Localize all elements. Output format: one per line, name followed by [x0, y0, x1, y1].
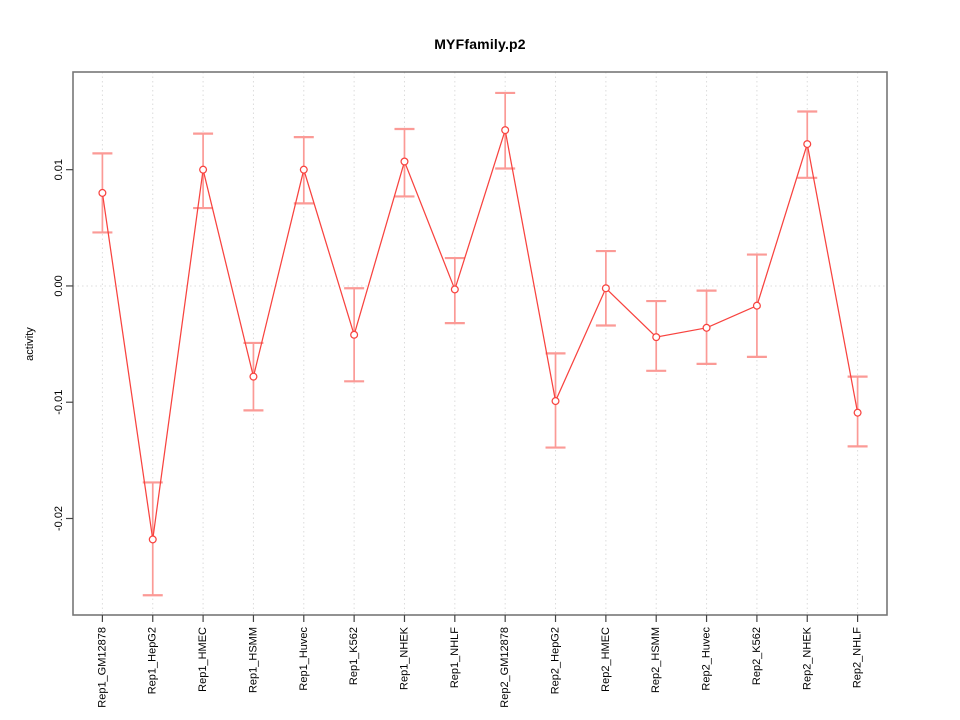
data-point [400, 157, 409, 166]
data-point [299, 165, 308, 174]
x-tick-label: Rep2_HSMM [650, 627, 662, 693]
x-tick-label: Rep1_NHEK [398, 626, 410, 690]
data-point [249, 372, 258, 381]
x-tick-label: Rep2_HMEC [600, 627, 612, 692]
data-point [350, 330, 359, 339]
x-tick-label: Rep1_K562 [348, 627, 360, 685]
data-point [199, 165, 208, 174]
data-point [98, 188, 107, 197]
x-tick-label: Rep2_GM12878 [499, 627, 511, 708]
series-line [101, 129, 859, 540]
y-tick-label: 0.00 [53, 275, 65, 296]
data-point [501, 126, 510, 135]
y-tick-label: -0.01 [53, 390, 65, 415]
x-tick-label: Rep1_HepG2 [147, 627, 159, 694]
x-tick-label: Rep1_GM12878 [96, 627, 108, 708]
data-point [803, 140, 812, 149]
plot-border [72, 71, 888, 616]
y-tick-label: 0.01 [53, 159, 65, 180]
y-tick-label: -0.02 [53, 506, 65, 531]
data-point [853, 408, 862, 417]
x-tick-label: Rep2_NHLF [852, 627, 864, 688]
x-tick-label: Rep2_HepG2 [550, 627, 562, 694]
x-tick-label: Rep1_NHLF [449, 627, 461, 688]
x-tick-label: Rep1_HSMM [247, 627, 259, 693]
x-tick-label: Rep1_HMEC [197, 627, 209, 692]
x-tick-label: Rep2_NHEK [801, 626, 813, 690]
x-tick-label: Rep2_Huvec [701, 627, 713, 691]
data-point [148, 535, 157, 544]
data-point [752, 301, 761, 310]
data-point [551, 397, 560, 406]
chart-title: MYFfamily.p2 [434, 36, 526, 52]
data-point [450, 285, 459, 294]
data-point [702, 323, 711, 332]
data-point [601, 284, 610, 293]
data-point [652, 333, 661, 342]
x-tick-label: Rep2_K562 [751, 627, 763, 685]
x-tick-label: Rep1_Huvec [298, 627, 310, 691]
